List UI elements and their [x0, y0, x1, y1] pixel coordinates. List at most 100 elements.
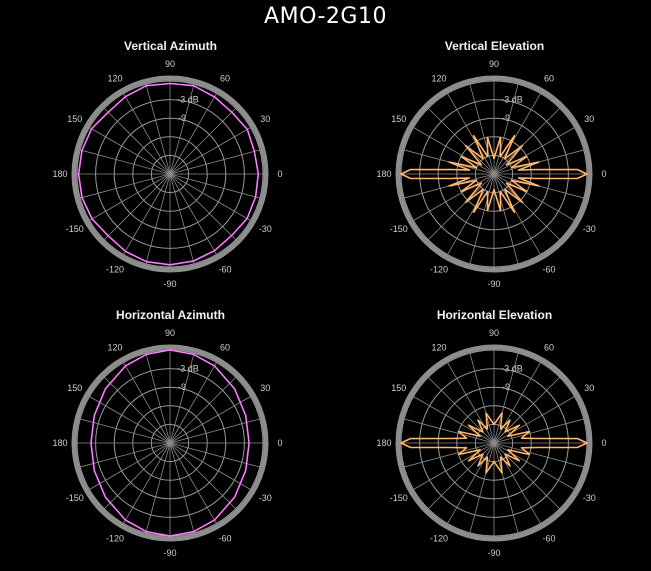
- angle-tick-label: 0: [277, 169, 282, 179]
- angle-tick-label: 180: [376, 169, 391, 179]
- angle-tick-label: -30: [583, 493, 596, 503]
- angle-tick-label: 60: [544, 343, 554, 353]
- angle-tick-label: 30: [260, 114, 270, 124]
- pattern-series-highlight: [90, 349, 250, 537]
- grid-spoke: [123, 173, 171, 255]
- angle-tick-label: -120: [106, 264, 124, 274]
- grid-spoke: [169, 173, 217, 255]
- angle-tick-label: 30: [584, 114, 594, 124]
- outer-ring: [71, 75, 269, 273]
- grid-spoke: [80, 418, 171, 444]
- grid-spoke: [413, 396, 495, 444]
- angle-tick-label: 90: [489, 328, 499, 338]
- grid-spoke: [145, 173, 171, 264]
- angle-tick-label: -120: [430, 533, 448, 543]
- pattern-series: [400, 134, 588, 214]
- chart-title: Horizontal Elevation: [436, 308, 553, 322]
- grid-spoke: [427, 107, 495, 175]
- grid-spoke: [169, 442, 260, 468]
- grid-spoke: [123, 442, 171, 524]
- grid-spoke: [169, 442, 195, 533]
- angle-tick-label: 30: [260, 383, 270, 393]
- grid-spoke: [169, 173, 251, 221]
- angle-tick-label: 90: [489, 59, 499, 69]
- grid-spoke: [169, 173, 260, 199]
- grid-spoke: [169, 173, 195, 264]
- grid-spoke: [493, 442, 575, 490]
- angle-tick-label: 60: [220, 74, 230, 84]
- grid-spoke: [493, 173, 561, 241]
- angle-tick-label: 0: [601, 438, 606, 448]
- angle-tick-label: -90: [163, 548, 176, 558]
- grid-spoke: [103, 107, 171, 175]
- angle-tick-label: 150: [67, 383, 82, 393]
- angle-tick-label: -90: [487, 279, 500, 289]
- grid-spoke: [493, 353, 519, 444]
- ring-label: -9: [178, 113, 186, 123]
- grid-spoke: [103, 442, 171, 510]
- grid-spoke: [493, 107, 561, 175]
- angle-tick-label: 120: [431, 343, 446, 353]
- angle-tick-label: 120: [107, 343, 122, 353]
- grid-spoke: [469, 353, 495, 444]
- ring-label: -9: [502, 113, 510, 123]
- angle-tick-label: 180: [52, 169, 67, 179]
- grid-spoke: [169, 362, 217, 444]
- angle-tick-label: 120: [107, 74, 122, 84]
- grid-spoke: [413, 442, 495, 490]
- angle-tick-label: -90: [487, 548, 500, 558]
- pattern-series-highlight: [78, 83, 259, 266]
- grid-spoke: [89, 396, 171, 444]
- outer-ring: [71, 344, 269, 542]
- angle-tick-label: 90: [165, 59, 175, 69]
- grid-spoke: [447, 362, 495, 444]
- chart-title: Vertical Azimuth: [124, 39, 217, 53]
- grid-spoke: [169, 376, 237, 444]
- grid-spoke: [169, 418, 260, 444]
- grid-spoke: [404, 442, 495, 468]
- angle-tick-label: -60: [542, 264, 555, 274]
- grid-spoke: [169, 107, 237, 175]
- grid-spoke: [413, 173, 495, 221]
- outer-ring: [395, 75, 593, 273]
- polar-chart-svg: 90 60 30 0 -30 -60 -90 -120 -150 180 150 120 -3 dB -9: [52, 328, 282, 558]
- grid-spoke: [169, 442, 237, 510]
- ring-label: -3 dB: [177, 364, 199, 374]
- grid-spoke: [413, 127, 495, 175]
- angle-tick-label: 120: [431, 74, 446, 84]
- grid-spoke: [469, 173, 495, 264]
- grid-spoke: [493, 396, 575, 444]
- angle-tick-label: 150: [391, 114, 406, 124]
- grid-spoke: [169, 396, 251, 444]
- ring-label: -3 dB: [177, 95, 199, 105]
- grid-spoke: [80, 173, 171, 199]
- grid-spoke: [80, 149, 171, 175]
- angle-tick-label: 180: [376, 438, 391, 448]
- grid-spoke: [89, 127, 171, 175]
- angle-tick-label: -60: [218, 533, 231, 543]
- page-title: AMO-2G10: [264, 4, 387, 29]
- chart-title: Horizontal Azimuth: [116, 308, 225, 322]
- pattern-series-highlight: [400, 412, 588, 474]
- angle-tick-label: -120: [106, 533, 124, 543]
- angle-tick-label: -150: [390, 493, 408, 503]
- grid-spoke: [493, 362, 541, 444]
- angle-tick-label: 30: [584, 383, 594, 393]
- pattern-series-highlight: [400, 135, 588, 213]
- grid-spoke: [123, 93, 171, 175]
- angle-tick-label: 150: [67, 114, 82, 124]
- grid-spoke: [103, 173, 171, 241]
- grid-spoke: [493, 173, 575, 221]
- angle-tick-label: 0: [601, 169, 606, 179]
- grid-spoke: [169, 353, 195, 444]
- angle-tick-label: -150: [66, 224, 84, 234]
- grid-spoke: [169, 93, 217, 175]
- grid-spoke: [469, 84, 495, 175]
- pattern-series: [90, 349, 250, 537]
- angle-tick-label: -60: [218, 264, 231, 274]
- chart-panel-vertical-azimuth: Vertical Azimuth 90 60 30 0 -30 -60 -90 -120 -15…: [8, 34, 333, 302]
- outer-ring: [395, 344, 593, 542]
- grid-spoke: [103, 376, 171, 444]
- pattern-series: [77, 82, 260, 266]
- angle-tick-label: 0: [277, 438, 282, 448]
